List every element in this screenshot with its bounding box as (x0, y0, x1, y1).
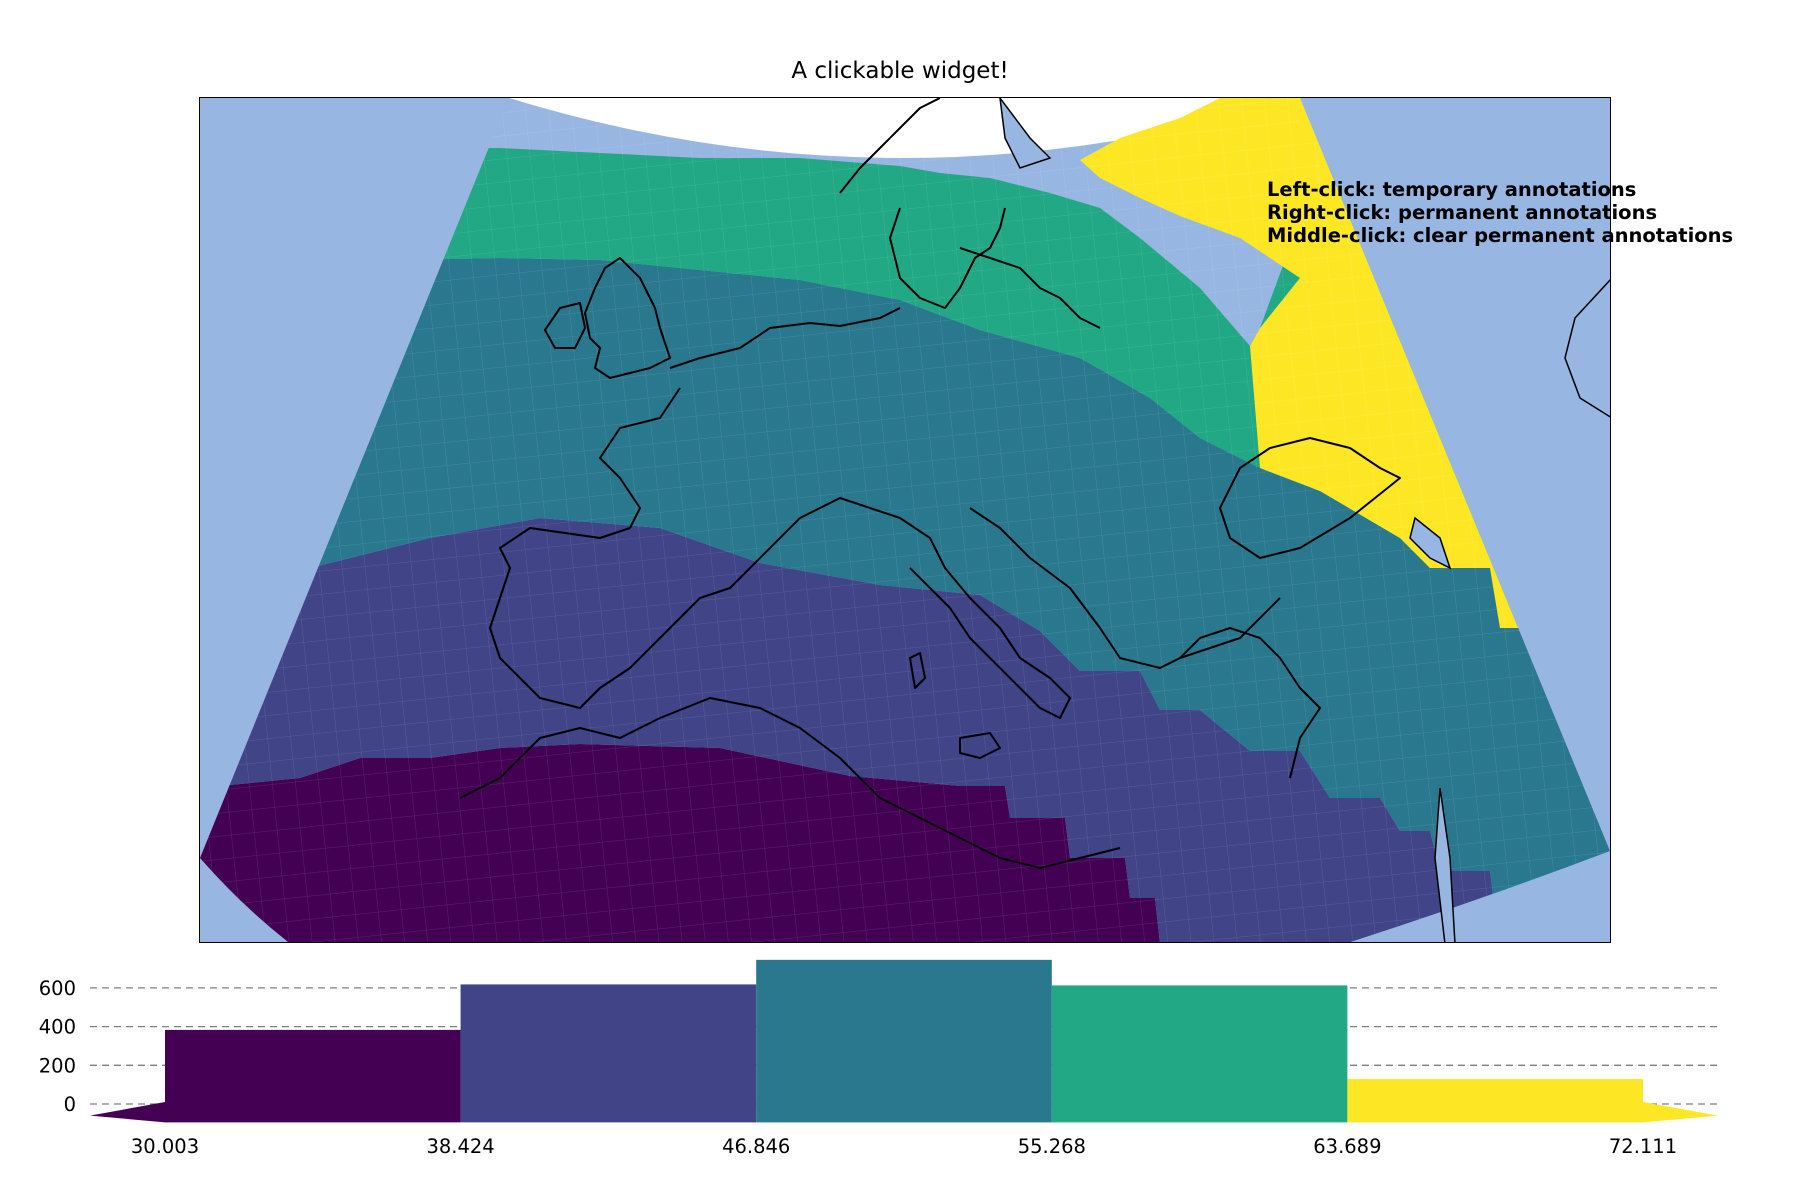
coastline-island-sicily (959, 732, 1001, 759)
histogram-colorbar[interactable]: 0 200 400 600 30.003 38.424 46.846 55.268 63.68… (0, 950, 1800, 1200)
histogram-bar (756, 959, 1052, 1123)
instruction-middle-click: Middle-click: clear permanent annotation… (1267, 224, 1734, 247)
coastline-scandinavia (839, 98, 1006, 309)
instruction-left-click: Left-click: temporary annotations (1267, 178, 1637, 201)
coastline-baltic (959, 247, 1101, 329)
x-tick-label: 72.111 (1609, 1135, 1677, 1158)
histogram-bars (90, 959, 1718, 1123)
gulf-of-bothnia (999, 98, 1052, 169)
figure-title: A clickable widget! (791, 58, 1009, 84)
coastline-italy (869, 507, 1071, 719)
coastline-ireland (544, 302, 586, 349)
coastline-iberia (489, 497, 871, 709)
interaction-instructions: Left-click: temporary annotations Right-… (1267, 178, 1733, 247)
coastline-north-africa (459, 697, 1121, 869)
histogram-bar (1051, 985, 1348, 1123)
map-panel[interactable] (199, 97, 1611, 943)
histogram-bar (460, 984, 757, 1123)
y-tick-label: 200 (39, 1054, 76, 1077)
x-tick-label: 46.846 (722, 1135, 790, 1158)
y-tick-label: 400 (39, 1016, 76, 1039)
coastline-balkans (969, 507, 1281, 669)
x-tick-label: 30.003 (131, 1135, 199, 1158)
histogram-x-tick-labels: 30.003 38.424 46.846 55.268 63.689 72.111 (131, 1135, 1677, 1158)
map-canvas[interactable] (200, 98, 1611, 943)
persian-gulf-edge (1564, 279, 1610, 418)
coastline-britain (584, 257, 671, 379)
coastline-island-corsica (909, 652, 926, 689)
coastlines (459, 98, 1401, 869)
x-tick-label: 63.689 (1313, 1135, 1381, 1158)
y-tick-label: 600 (39, 977, 76, 1000)
histogram-bar (165, 1029, 461, 1123)
caspian-sea (1409, 516, 1452, 570)
y-tick-label: 0 (64, 1093, 76, 1116)
coastline-western-europe (599, 307, 901, 529)
x-tick-label: 38.424 (426, 1135, 494, 1158)
coastline-anatolia (1179, 627, 1321, 779)
red-sea (1434, 787, 1456, 942)
x-tick-label: 55.268 (1018, 1135, 1086, 1158)
histogram-bar (1347, 1079, 1643, 1123)
extend-arrow-max (1643, 1102, 1718, 1123)
coastline-black-sea (1219, 437, 1401, 559)
extend-arrow-min (90, 1102, 165, 1123)
instruction-right-click: Right-click: permanent annotations (1267, 201, 1658, 224)
histogram-y-tick-labels: 0 200 400 600 (39, 977, 76, 1116)
